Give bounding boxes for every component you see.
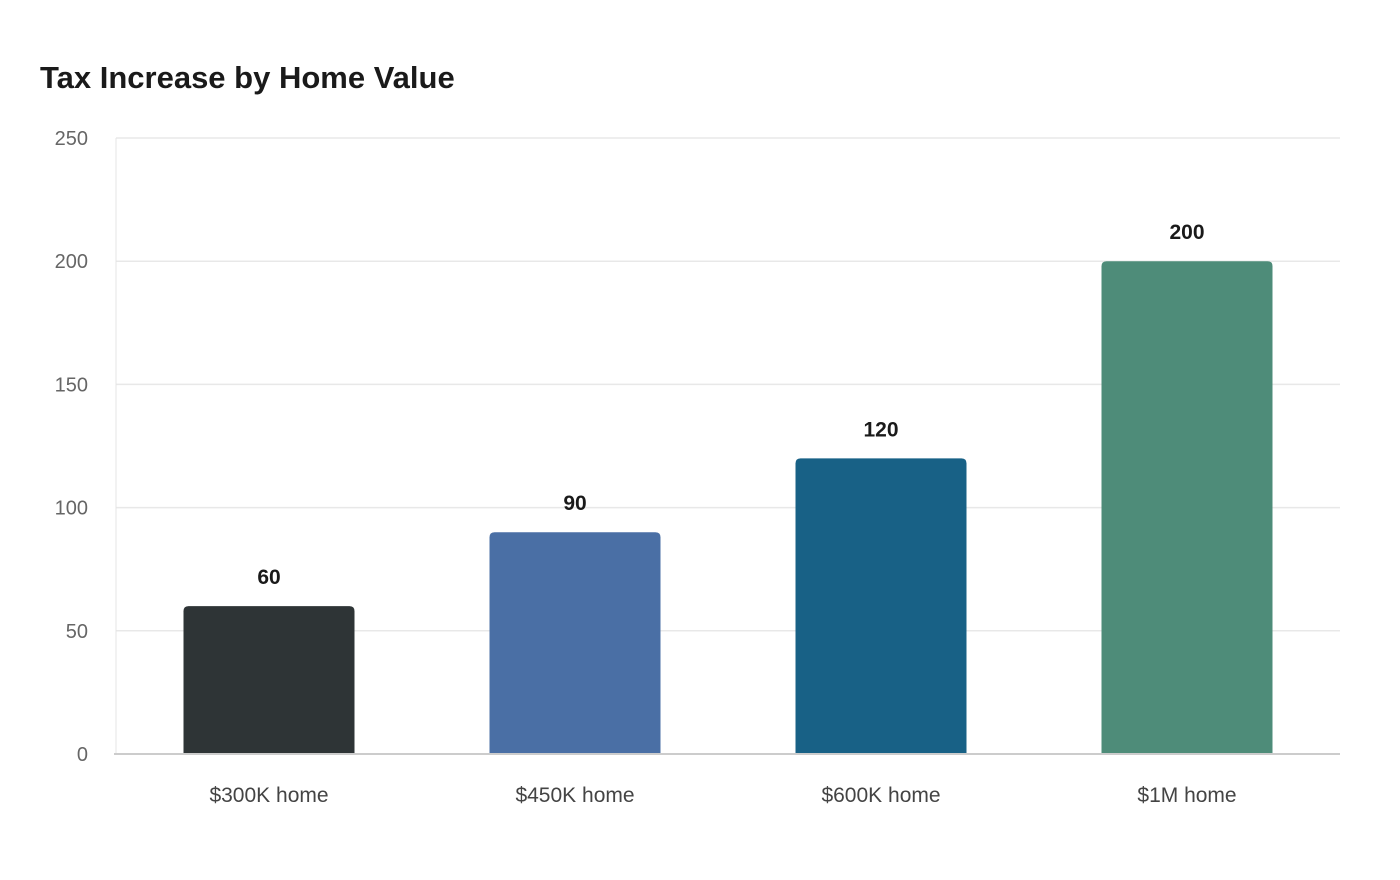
bar	[795, 458, 967, 754]
bar-value-label: 200	[1169, 221, 1204, 244]
x-category-label: $450K home	[515, 784, 634, 807]
bar	[183, 606, 355, 754]
y-tick-label: 200	[55, 251, 88, 273]
bar-value-label: 120	[863, 418, 898, 441]
bar	[1101, 261, 1273, 754]
bar-value-label: 90	[563, 492, 586, 515]
bars-layer	[183, 261, 1273, 754]
y-tick-label: 100	[55, 498, 88, 520]
chart-title: Tax Increase by Home Value	[40, 60, 455, 95]
bar	[489, 532, 661, 754]
x-category-label: $1M home	[1137, 784, 1236, 807]
x-category-label: $600K home	[821, 784, 940, 807]
x-category-label: $300K home	[209, 784, 328, 807]
bar-value-label: 60	[257, 566, 280, 589]
labels-layer: 0 50 100 150 200 250 60 $300K home 90 $450K home 1…	[55, 128, 1340, 807]
y-tick-label: 150	[55, 374, 88, 396]
y-tick-label: 0	[77, 744, 88, 766]
y-tick-label: 250	[55, 128, 88, 150]
y-tick-label: 50	[66, 621, 88, 643]
